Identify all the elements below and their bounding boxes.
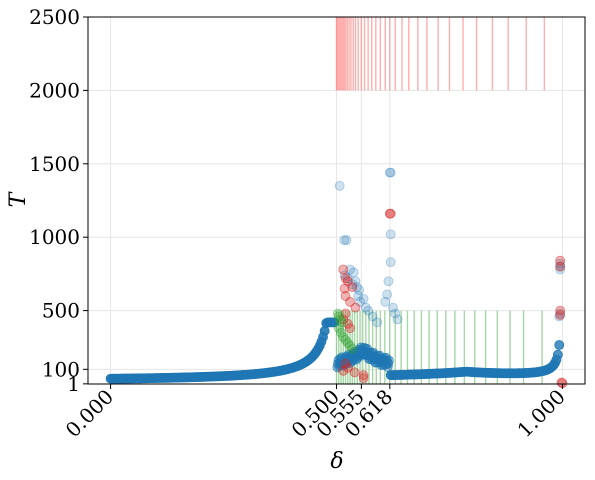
blue-point bbox=[384, 167, 395, 178]
blue-curve-points bbox=[105, 317, 565, 384]
red-point bbox=[358, 370, 369, 381]
red-point bbox=[556, 377, 567, 388]
blue-point bbox=[385, 229, 396, 240]
blue-point bbox=[392, 314, 403, 325]
green-point bbox=[333, 323, 344, 334]
green-point bbox=[345, 340, 355, 351]
blue-point bbox=[348, 267, 359, 278]
red-point bbox=[555, 310, 566, 320]
blue-point bbox=[345, 264, 355, 275]
blue-point bbox=[358, 293, 369, 304]
blue-point bbox=[380, 296, 391, 307]
curve-point bbox=[383, 358, 394, 369]
green-point bbox=[337, 317, 347, 328]
blue-point bbox=[555, 258, 566, 269]
green-point bbox=[347, 343, 358, 354]
blue-point bbox=[367, 311, 378, 322]
green-point bbox=[342, 337, 353, 348]
blue-point bbox=[360, 302, 371, 313]
blue-point bbox=[390, 308, 401, 319]
blue-point bbox=[382, 289, 393, 300]
red-point bbox=[358, 373, 369, 384]
y-tick-label: 2000 bbox=[29, 78, 80, 102]
y-axis-label: T bbox=[6, 190, 31, 207]
red-point bbox=[338, 365, 349, 376]
green-point bbox=[333, 311, 344, 322]
red-point bbox=[342, 318, 353, 329]
blue-point bbox=[388, 302, 398, 313]
blue-point bbox=[341, 235, 352, 246]
red-point bbox=[555, 255, 566, 266]
curve-point bbox=[384, 355, 394, 366]
green-point bbox=[335, 314, 346, 325]
blue-point bbox=[339, 235, 350, 246]
red-point bbox=[338, 264, 349, 275]
red-point bbox=[385, 208, 396, 219]
blue-point bbox=[372, 317, 383, 328]
red-vertical-lines bbox=[335, 17, 546, 91]
blue-point bbox=[385, 257, 396, 268]
y-tick-label: 500 bbox=[42, 299, 80, 323]
red-point bbox=[350, 302, 361, 313]
blue-point bbox=[385, 167, 396, 178]
green-point bbox=[336, 327, 346, 338]
curve-point bbox=[329, 317, 340, 328]
y-tick-label: 2500 bbox=[29, 5, 80, 29]
curve-point bbox=[319, 326, 330, 336]
red-point bbox=[347, 282, 358, 293]
green-point bbox=[340, 335, 351, 345]
y-tick-label: 1000 bbox=[29, 225, 80, 249]
x-axis-label: δ bbox=[330, 449, 343, 474]
curve-point bbox=[552, 349, 563, 360]
blue-point bbox=[363, 305, 374, 316]
green-point bbox=[332, 308, 343, 319]
blue-point bbox=[334, 180, 345, 191]
green-point bbox=[338, 332, 349, 342]
red-point bbox=[340, 358, 351, 369]
red-point bbox=[339, 283, 350, 294]
curve-point bbox=[554, 340, 565, 350]
y-tick-label: 1 bbox=[67, 372, 80, 396]
blue-point bbox=[350, 276, 361, 287]
y-tick-label: 100 bbox=[42, 357, 80, 381]
red-point bbox=[340, 308, 351, 319]
blue-point bbox=[353, 291, 364, 301]
scatter-points bbox=[332, 167, 568, 389]
blue-point bbox=[383, 276, 394, 287]
x-tick-label: 1.000 bbox=[512, 385, 569, 442]
red-point bbox=[345, 323, 355, 334]
blue-point bbox=[342, 273, 353, 284]
y-tick-label: 1500 bbox=[29, 152, 80, 176]
red-point bbox=[555, 261, 566, 272]
red-point bbox=[349, 367, 360, 378]
